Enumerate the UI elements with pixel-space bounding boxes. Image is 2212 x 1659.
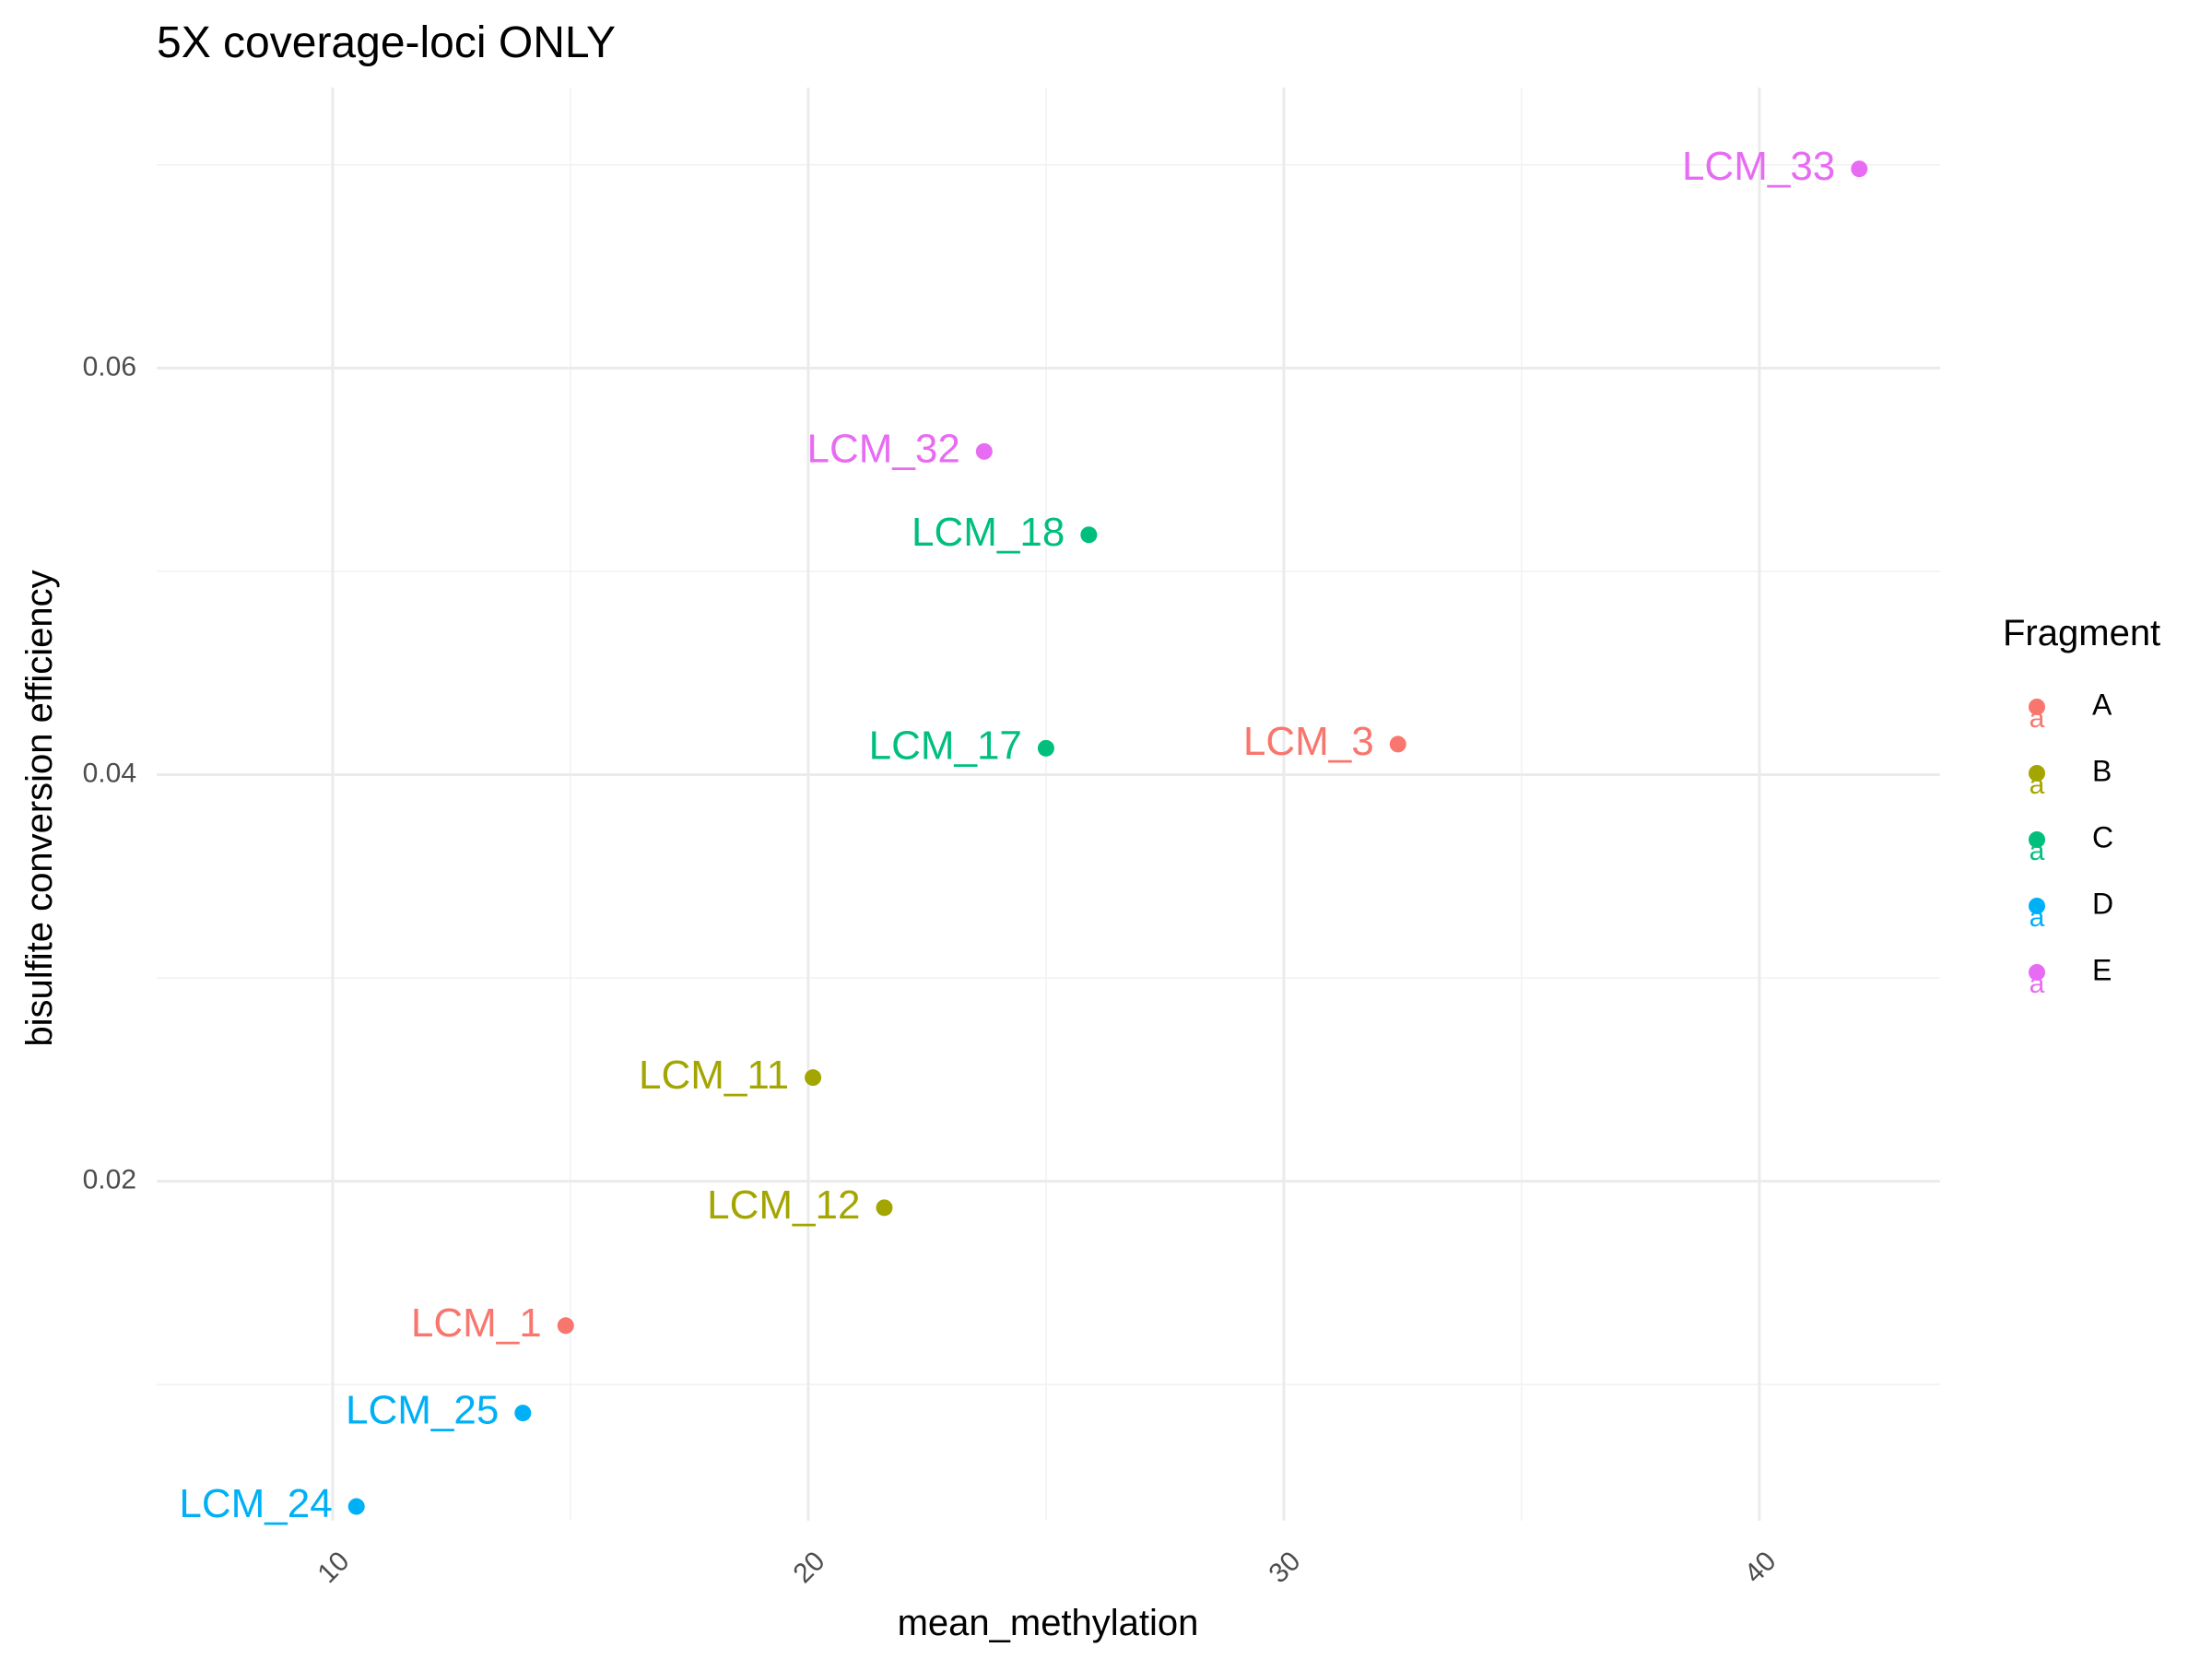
minor-gridlines	[157, 88, 1940, 1521]
x-axis-title: mean_methylation	[898, 1603, 1199, 1643]
data-label-lcm-1: LCM_1	[411, 1300, 542, 1346]
data-point-lcm-25	[514, 1405, 532, 1422]
legend-key-c	[2029, 831, 2045, 848]
legend-label-e: E	[2092, 953, 2112, 986]
x-tick-label: 40	[1739, 1546, 1783, 1589]
x-tick-label: 30	[1264, 1546, 1307, 1589]
data-point-lcm-3	[1389, 735, 1406, 753]
legend-key-d	[2029, 898, 2045, 914]
data-label-lcm-25: LCM_25	[346, 1388, 499, 1433]
data-label-lcm-33: LCM_33	[1682, 144, 1835, 189]
y-tick-label: 0.06	[83, 351, 136, 382]
data-points	[347, 160, 1868, 1515]
legend: Fragment a Aa Ba Ca Da E	[2003, 613, 2160, 999]
legend-key-glyph: a	[2030, 770, 2045, 800]
data-point-lcm-12	[876, 1199, 893, 1217]
legend-label-d: D	[2092, 887, 2113, 920]
y-tick-label: 0.02	[83, 1165, 136, 1195]
data-point-lcm-11	[805, 1069, 822, 1087]
legend-key-glyph: a	[2030, 836, 2045, 866]
legend-label-a: A	[2092, 688, 2112, 721]
legend-label-c: C	[2092, 820, 2113, 853]
data-label-lcm-3: LCM_3	[1243, 719, 1374, 764]
legend-key-glyph: a	[2030, 902, 2045, 933]
data-point-lcm-24	[347, 1498, 365, 1515]
data-label-lcm-11: LCM_11	[639, 1053, 789, 1098]
data-label-lcm-17: LCM_17	[869, 723, 1022, 768]
chart-title: 5X coverage-loci ONLY	[157, 18, 616, 67]
data-point-lcm-32	[975, 442, 993, 460]
data-point-lcm-18	[1080, 526, 1098, 544]
major-gridlines	[157, 88, 1940, 1521]
legend-label-b: B	[2092, 754, 2112, 787]
legend-key-a	[2029, 699, 2045, 715]
legend-key-b	[2029, 765, 2045, 782]
data-labels: LCM_1 LCM_3 LCM_11 LCM_12 LCM_17 LCM_18 LCM_24…	[179, 144, 1835, 1526]
legend-entries: a Aa Ba Ca Da E	[2029, 688, 2113, 999]
data-label-lcm-32: LCM_32	[807, 426, 960, 471]
x-tick-label: 20	[788, 1546, 831, 1589]
y-axis-title: bisulfite conversion efficiency	[19, 570, 60, 1046]
x-tick-label: 10	[312, 1546, 356, 1589]
legend-key-glyph: a	[2030, 969, 2045, 999]
legend-key-glyph: a	[2030, 703, 2045, 734]
data-point-lcm-1	[557, 1317, 574, 1335]
legend-key-e	[2029, 964, 2045, 981]
legend-title: Fragment	[2003, 613, 2160, 653]
y-tick-label: 0.04	[83, 758, 136, 788]
x-axis-ticks: 10 20 30 40	[312, 1546, 1783, 1589]
data-label-lcm-24: LCM_24	[179, 1481, 332, 1526]
data-point-lcm-17	[1037, 739, 1054, 757]
data-label-lcm-18: LCM_18	[912, 510, 1065, 555]
data-label-lcm-12: LCM_12	[707, 1182, 860, 1228]
data-point-lcm-33	[1851, 160, 1868, 178]
y-axis-ticks: 0.02 0.04 0.06	[83, 351, 136, 1194]
